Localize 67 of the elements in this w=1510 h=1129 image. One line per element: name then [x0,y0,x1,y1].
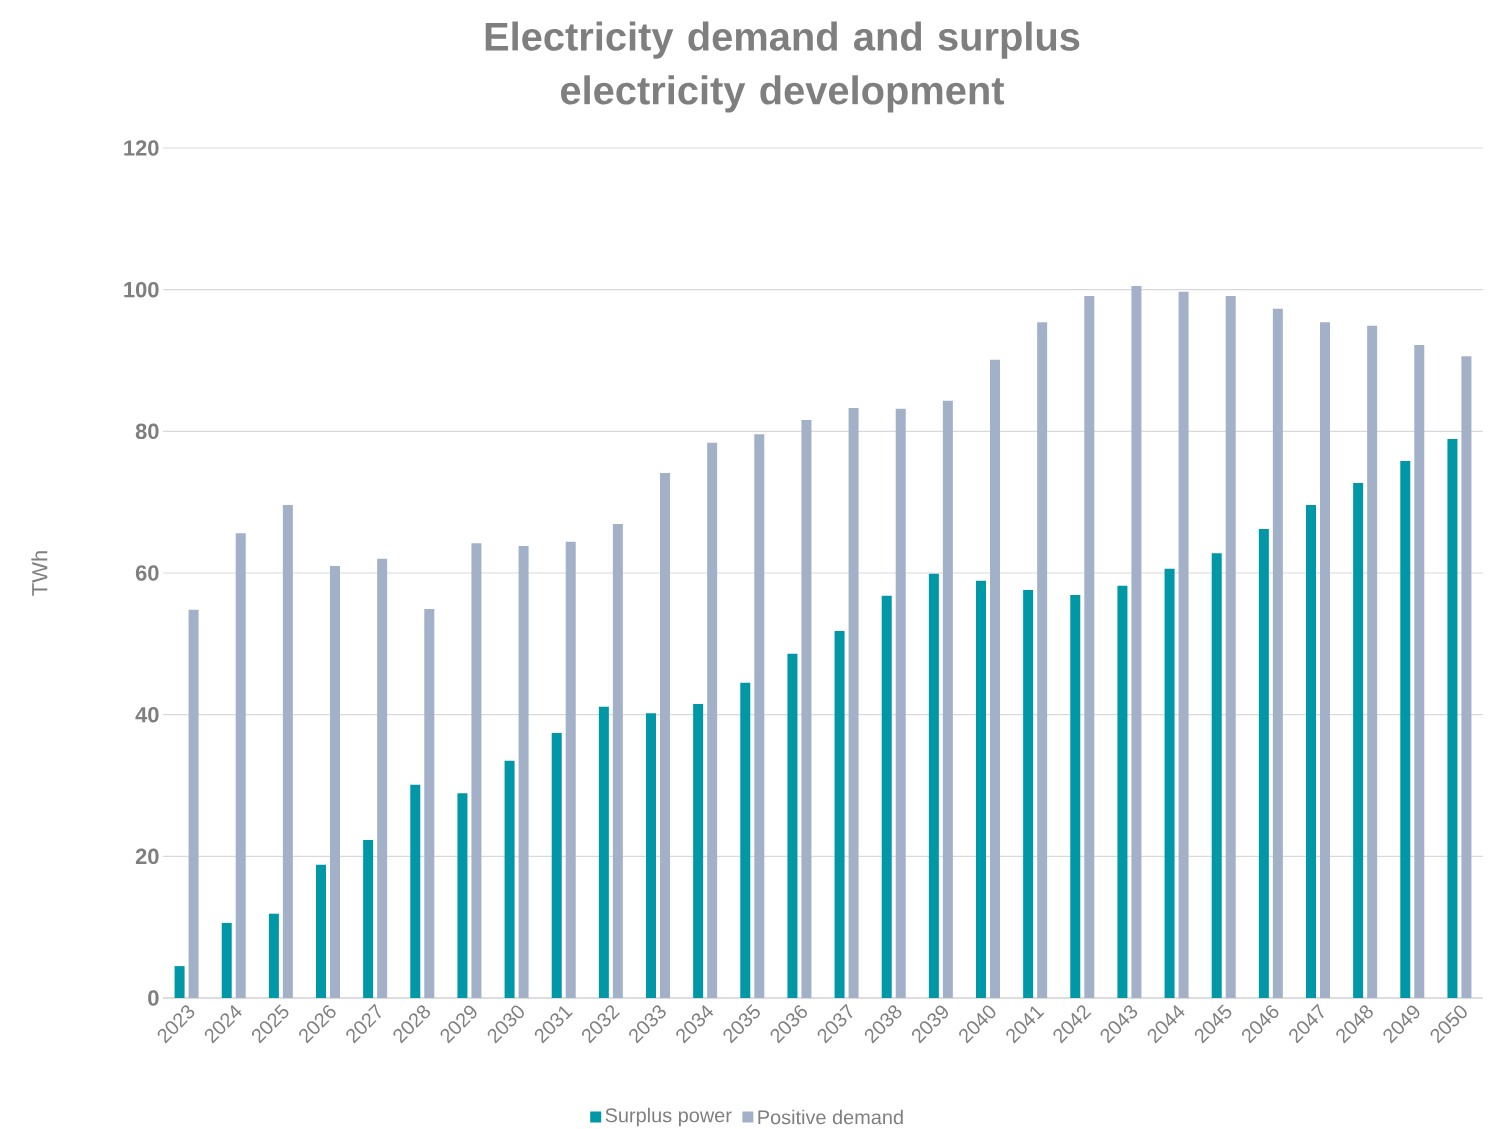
bar [693,704,704,998]
bar [928,573,939,998]
y-tick-label: 120 [124,140,159,156]
bar [221,922,232,998]
bar [942,400,953,998]
legend-label: Surplus power [605,1107,732,1127]
y-tick-label: 0 [148,990,159,1006]
bar [1131,286,1142,998]
bar [1447,439,1458,998]
bar [1023,589,1034,998]
bar [848,407,859,998]
bar [881,595,892,998]
bar [1306,504,1316,998]
chart-title: Electricity demand and surplus electricity development [485,21,1080,113]
bar [1164,568,1175,998]
bar [976,580,986,998]
y-tick-label: 80 [135,423,159,440]
bar [1258,529,1269,998]
bar [612,524,623,998]
bar [471,543,482,998]
bar [1037,322,1048,998]
bar [174,966,185,998]
bar [282,504,293,998]
bar [598,706,609,998]
bar [990,359,1000,998]
bar [895,408,906,998]
bar [410,784,421,998]
bar [707,442,718,998]
bar [330,565,340,998]
bar [457,793,468,998]
bar [1070,594,1081,998]
bar [551,733,562,998]
bar [1084,296,1095,998]
bar [1117,585,1128,998]
y-tick-label: 60 [135,565,159,581]
bar [1272,308,1283,998]
bar [316,864,326,998]
bar [646,713,656,998]
y-tick-label: 20 [135,848,159,865]
y-tick-label: 100 [124,281,159,298]
bar [1400,461,1411,998]
bar [1320,322,1330,998]
bar [834,631,845,998]
bar [235,533,246,998]
bar [363,840,374,998]
bar [565,541,576,998]
bar [1461,356,1472,998]
bar [1414,344,1425,998]
bar [801,419,812,998]
bar [1225,296,1236,998]
bar [787,653,798,998]
bar [377,558,388,998]
y-tick-label: 40 [135,706,159,723]
bar [740,682,751,998]
bar [1353,483,1364,998]
bar [1178,291,1189,998]
bar [1367,325,1378,998]
bar [1211,553,1222,998]
bar [188,609,199,998]
bar [268,913,279,998]
bar [518,546,529,998]
legend-label: Positive demand [758,1109,903,1125]
bar [504,760,515,998]
y-axis-title: TWh [31,551,48,596]
bar [424,609,435,998]
bar [660,473,670,998]
bar [754,434,765,998]
